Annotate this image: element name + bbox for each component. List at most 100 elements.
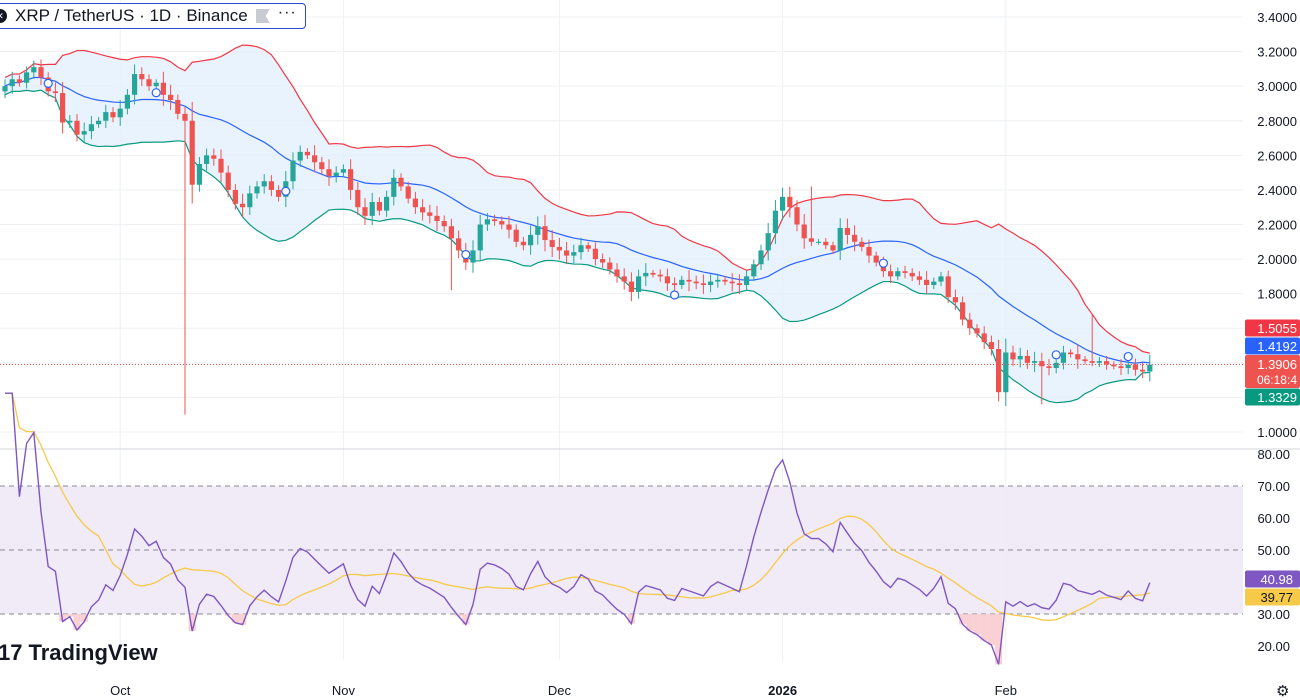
rsi-value-label-bg [1245,570,1300,588]
tradingview-logo[interactable]: 17 TradingView [0,640,158,666]
candle-body [376,202,382,211]
candle-body [938,276,944,282]
basis-label: 1.4192 [1245,337,1300,355]
candle-body [340,169,346,173]
candle-body [1132,364,1138,370]
candle-body [182,113,188,121]
candle-body [549,240,555,247]
candle-body [1046,366,1052,369]
candle-body [945,276,951,298]
rsi-tick-label: 70.00 [1257,479,1290,494]
tradingview-wordmark: TradingView [28,640,158,665]
candle-body [1024,355,1030,363]
rsi-tick-label: 30.00 [1257,607,1290,622]
candle-body [1147,364,1153,372]
basis-label-bg [1245,337,1300,355]
more-dots-icon[interactable]: ··· [277,4,297,21]
candle-body [132,74,138,95]
candle-body [247,193,253,208]
candle-body [348,169,354,190]
price-tick-label: 2.6000 [1257,148,1297,163]
candle-body [16,79,22,83]
time-tick-label: 2026 [768,683,797,698]
time-tick-label: Dec [548,683,572,698]
candle-body [240,203,246,208]
candle-body [693,281,699,284]
rsi-oversold-fill [188,614,196,632]
candle-body [643,272,649,277]
candle-body [96,120,102,125]
candle-body [333,172,339,177]
price-tick-label: 3.2000 [1257,45,1297,60]
candle-body [1140,369,1146,372]
candle-body [564,250,570,256]
symbol-title-box[interactable]: ✕ XRP / TetherUS · 1D · Binance ··· [0,3,306,29]
event-marker-icon [669,290,680,300]
price-tick-label: 2.4000 [1257,183,1297,198]
candle-body [614,269,620,277]
price-tick-label: 3.0000 [1257,79,1297,94]
candle-body [722,279,728,282]
rsi-oversold-fill [980,614,988,641]
candle-body [456,238,462,251]
candle-body [852,234,858,242]
candle-body [592,248,598,260]
candle-body [736,283,742,286]
candles [2,59,1153,415]
candle-body [837,227,843,251]
candle-body [88,124,94,132]
candle-body [196,163,202,185]
candle-body [758,250,764,265]
candle-body [146,79,152,87]
event-marker-icon [151,88,161,98]
event-marker-icon [461,249,471,260]
candle-body [578,245,584,253]
candle-body [520,241,526,246]
basis-label-text: 1.4192 [1257,339,1297,354]
candle-body [780,196,786,211]
candle-body [686,279,692,282]
rsi-oversold-fill [66,614,74,617]
price-tick-label: 1.0000 [1257,425,1297,440]
candle-body [110,112,116,118]
candle-body [153,82,159,87]
price-tick-label: 2.2000 [1257,218,1297,233]
rsi-oversold-fill [239,614,247,625]
candle-body [448,226,454,239]
candle-body [1104,361,1110,365]
candle-body [405,186,411,199]
candle-body [124,94,130,109]
candle-body [657,274,663,277]
candle-body [960,302,966,320]
candle-body [31,67,37,73]
candle-body [1111,364,1117,367]
event-marker-icon [1123,351,1133,362]
candle-body [225,172,231,190]
candle-body [9,79,15,87]
candle-body [2,86,8,92]
candle-body [261,181,267,187]
candle-body [650,272,656,275]
gear-icon[interactable]: ⚙ [1276,683,1290,700]
time-tick-label: Nov [332,683,356,698]
rsi-oversold-fill [80,614,88,622]
flag-icon[interactable] [255,9,270,23]
candle-body [895,271,901,277]
candle-body [981,333,987,343]
candle-body [412,198,418,208]
candle-body [355,189,361,208]
rsi-tick-label: 60.00 [1257,511,1290,526]
candle-body [420,207,426,213]
candle-body [988,342,994,349]
candle-body [1010,352,1016,360]
event-marker-icon [281,186,291,196]
bollinger-upper-line [4,44,1150,354]
rsi-value-label: 40.98 [1245,570,1300,588]
candle-body [1082,359,1088,362]
candle-body [556,246,562,251]
price-tick-label: 2.0000 [1257,252,1297,267]
candle-body [600,259,606,263]
candle-body [391,177,397,197]
